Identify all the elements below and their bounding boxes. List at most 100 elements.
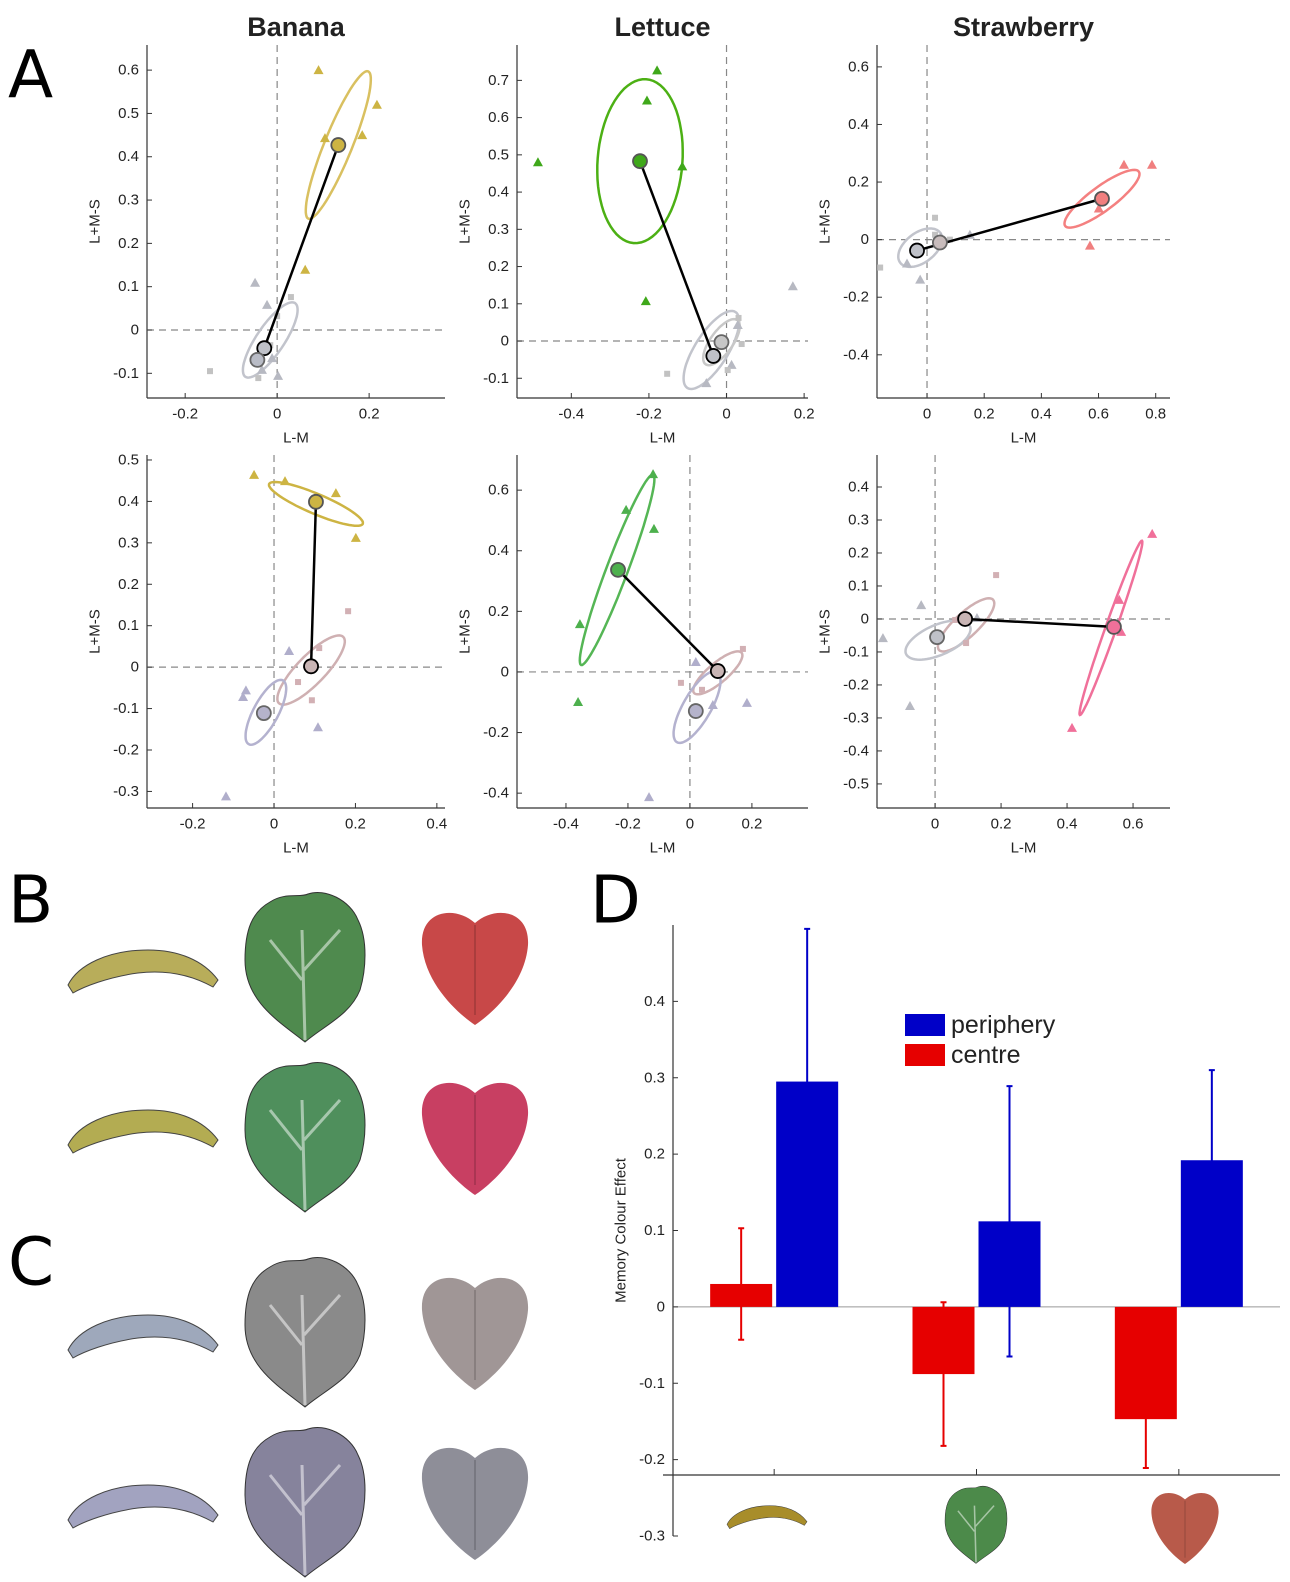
mean-point <box>249 351 266 368</box>
y-tick-label: 0.3 <box>118 192 139 209</box>
triangle-point <box>238 691 249 701</box>
x-tick-label: 0.6 <box>1123 816 1144 833</box>
ellipse <box>897 227 944 269</box>
x-tick-label: 0.4 <box>426 816 447 833</box>
square-point <box>946 236 953 243</box>
mean-point <box>1094 190 1110 207</box>
triangle-point <box>371 99 382 109</box>
triangle-point <box>707 699 718 709</box>
x-tick-label: 0.2 <box>741 816 762 833</box>
square-point <box>735 314 742 321</box>
mean-point <box>1106 618 1122 635</box>
x-tick-label: 0.2 <box>345 816 366 833</box>
y-axis-label: L+M-S <box>457 199 474 244</box>
square-point <box>877 264 884 271</box>
y-tick-label: 0.4 <box>644 993 665 1010</box>
y-tick-label: -0.4 <box>483 785 509 802</box>
triangle-point <box>648 523 659 533</box>
square-point <box>295 679 302 686</box>
y-tick-label: 0 <box>657 1298 665 1315</box>
y-tick-label: -0.1 <box>113 365 139 382</box>
y-tick-label: -0.4 <box>843 742 869 759</box>
square-point <box>255 375 262 382</box>
ellipse <box>578 473 656 667</box>
mean-point <box>957 611 973 627</box>
y-tick-label: -0.3 <box>843 709 869 726</box>
triangle-point <box>904 701 915 711</box>
lettuce-image <box>243 1060 367 1214</box>
triangle-point <box>319 133 330 143</box>
y-tick-label: -0.2 <box>483 724 509 741</box>
y-tick-label: 0.7 <box>488 72 509 89</box>
triangle-point <box>641 95 652 105</box>
mean-link <box>309 501 318 667</box>
y-tick-label: 0.5 <box>488 146 509 163</box>
y-tick-label: 0.2 <box>118 235 139 252</box>
y-tick-label: -0.1 <box>843 643 869 660</box>
y-axis-label: L+M-S <box>817 199 834 244</box>
square-point <box>724 367 731 374</box>
ellipse <box>1063 168 1141 229</box>
y-tick-label: 0.4 <box>118 493 139 510</box>
x-tick-label: -0.2 <box>636 406 662 423</box>
square-point <box>316 645 323 652</box>
x-axis-label: L-M <box>650 840 676 857</box>
y-tick-label: 0.4 <box>488 184 509 201</box>
triangle-point <box>273 370 284 380</box>
triangle-point <box>640 296 651 306</box>
y-tick-label: 0.2 <box>644 1146 665 1163</box>
strawberry-image <box>420 1276 530 1391</box>
x-axis-label: L-M <box>650 430 676 447</box>
bar <box>776 1081 839 1307</box>
ellipse <box>267 480 365 528</box>
triangle-point <box>652 65 663 75</box>
square-point <box>345 608 352 615</box>
banana-image <box>67 1109 219 1154</box>
triangle-point <box>1147 528 1158 538</box>
triangle-point <box>532 157 543 167</box>
y-tick-label: -0.3 <box>639 1528 665 1545</box>
mean-point <box>931 234 948 251</box>
panel-label: D <box>590 862 641 939</box>
y-tick-label: 0 <box>131 321 139 338</box>
ellipse <box>701 317 742 367</box>
lettuce-image <box>243 1255 367 1409</box>
mean-point <box>610 561 626 578</box>
legend-swatch <box>905 1044 945 1066</box>
x-axis-label: L-M <box>283 840 309 857</box>
bar <box>710 1283 773 1307</box>
y-tick-label: 0.2 <box>488 258 509 275</box>
y-tick-label: 0.3 <box>848 511 869 528</box>
y-tick-label: 0.6 <box>488 109 509 126</box>
x-tick-label: 0.6 <box>1088 406 1109 423</box>
y-tick-label: 0.1 <box>118 617 139 634</box>
y-tick-label: -0.2 <box>843 676 869 693</box>
triangle-point <box>573 696 584 706</box>
y-tick-label: 0.6 <box>488 482 509 499</box>
y-tick-label: -0.3 <box>113 783 139 800</box>
square-point <box>932 231 939 238</box>
y-tick-label: 0.1 <box>118 278 139 295</box>
category-image <box>944 1485 1008 1565</box>
triangle-point <box>915 274 926 284</box>
y-tick-label: -0.1 <box>483 370 509 387</box>
ellipse <box>304 69 373 221</box>
triangle-point <box>357 130 368 140</box>
triangle-point <box>1084 240 1095 250</box>
y-tick-label: 0.3 <box>488 221 509 238</box>
triangle-point <box>313 65 324 75</box>
x-tick-label: 0.4 <box>1031 406 1052 423</box>
triangle-point <box>726 359 737 369</box>
y-tick-label: -0.2 <box>639 1451 665 1468</box>
banana-image <box>67 949 219 994</box>
y-tick-label: -0.2 <box>113 741 139 758</box>
x-tick-label: 0 <box>273 406 281 423</box>
subplot-title: Banana <box>247 12 346 42</box>
triangle-point <box>1093 203 1104 213</box>
y-tick-label: 0.5 <box>118 451 139 468</box>
triangle-point <box>249 469 260 479</box>
y-tick-label: 0.4 <box>848 116 869 133</box>
triangle-point <box>677 161 688 171</box>
x-tick-label: -0.2 <box>172 406 198 423</box>
